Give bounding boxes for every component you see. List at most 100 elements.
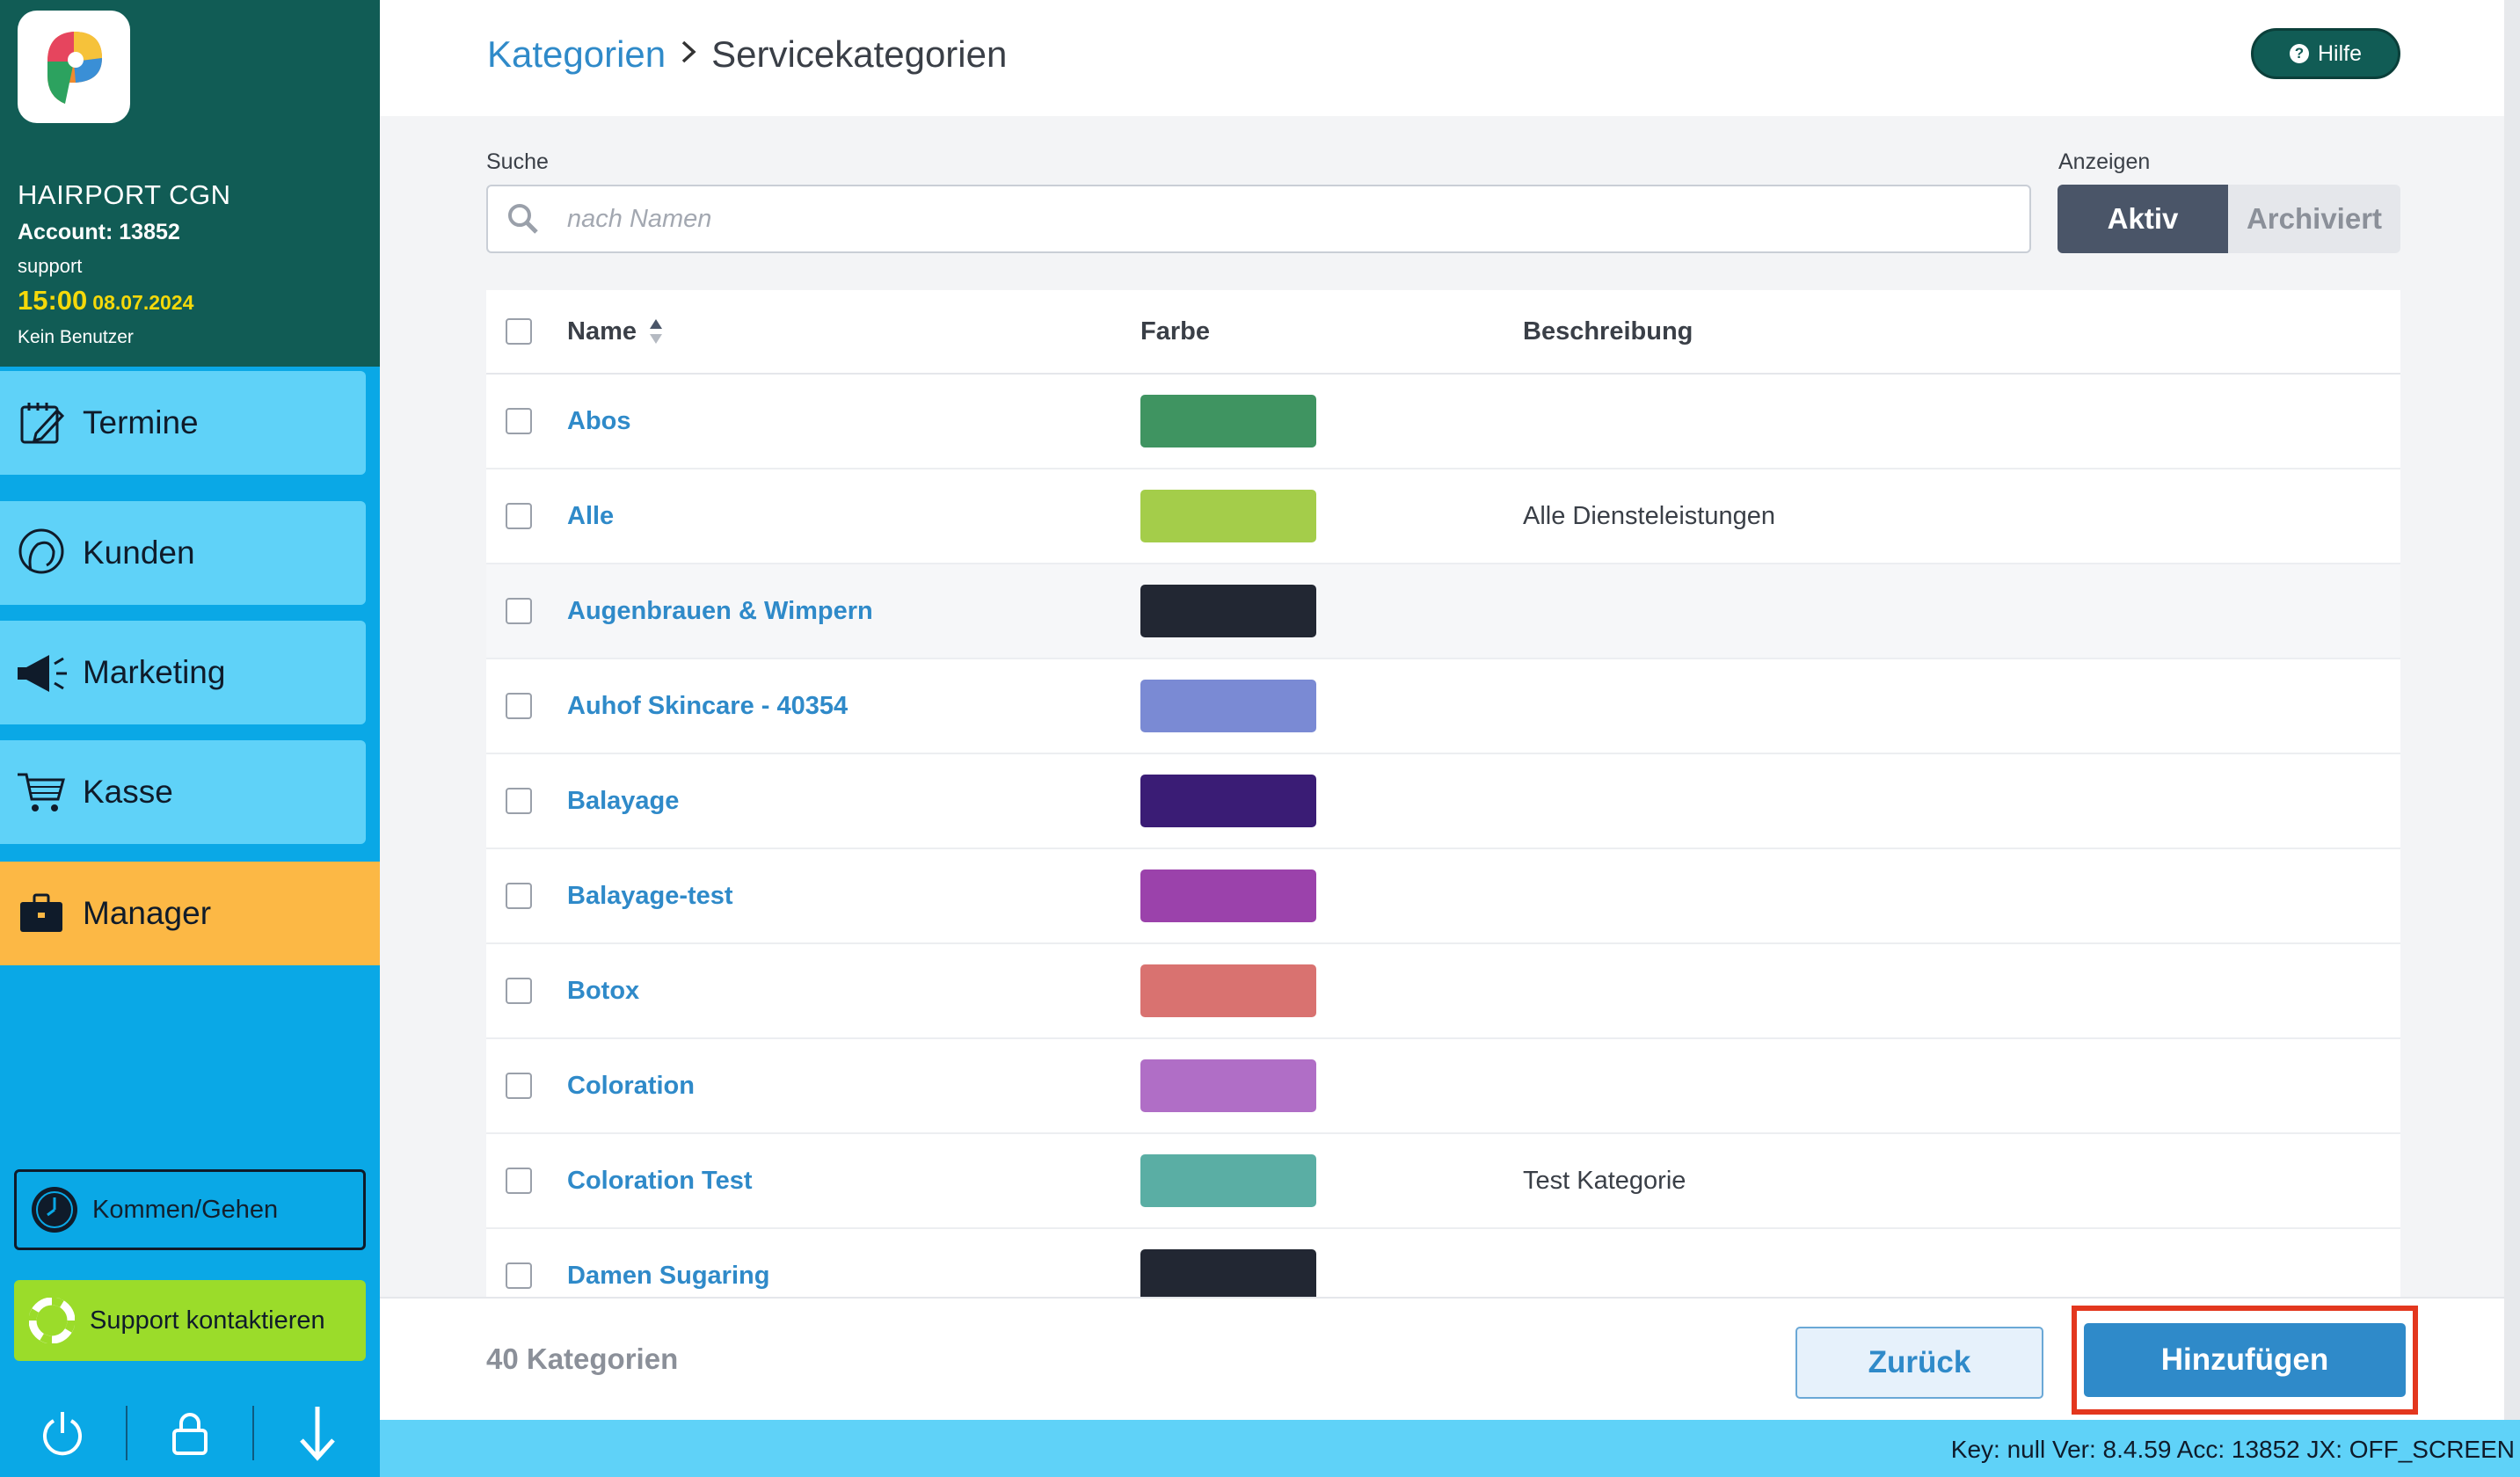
table-row[interactable]: Coloration Test Test Kategorie bbox=[486, 1134, 2400, 1229]
add-button[interactable]: Hinzufügen bbox=[2084, 1323, 2406, 1397]
scrollbar-track[interactable] bbox=[2504, 0, 2520, 1420]
back-button[interactable]: Zurück bbox=[1795, 1327, 2043, 1399]
divider bbox=[125, 1406, 127, 1460]
sidebar-item-kasse[interactable]: Kasse bbox=[0, 740, 366, 844]
clock-date: 08.07.2024 bbox=[92, 291, 194, 314]
lock-button[interactable] bbox=[127, 1389, 253, 1477]
filter-label: Anzeigen bbox=[2058, 149, 2151, 174]
divider bbox=[252, 1406, 255, 1460]
category-name-link[interactable]: Abos bbox=[567, 406, 631, 435]
category-description: Test Kategorie bbox=[1523, 1166, 1686, 1195]
row-checkbox[interactable] bbox=[506, 693, 532, 719]
toggle-archiviert[interactable]: Archiviert bbox=[2228, 185, 2400, 253]
customer-head-icon bbox=[0, 527, 83, 579]
category-name-link[interactable]: Augenbrauen & Wimpern bbox=[567, 596, 873, 625]
color-swatch bbox=[1140, 869, 1316, 922]
lifebuoy-icon bbox=[14, 1298, 90, 1343]
footer: 40 Kategorien Zurück Hinzufügen bbox=[380, 1297, 2504, 1420]
clock-icon bbox=[17, 1185, 92, 1234]
color-swatch bbox=[1140, 1154, 1316, 1207]
row-checkbox[interactable] bbox=[506, 1168, 532, 1194]
help-button[interactable]: ? Hilfe bbox=[2251, 28, 2400, 79]
account-number: Account: 13852 bbox=[18, 220, 180, 244]
row-checkbox[interactable] bbox=[506, 883, 532, 909]
table-header: Name Farbe Beschreibung bbox=[486, 290, 2400, 375]
sidebar-item-manager[interactable]: Manager bbox=[0, 862, 380, 965]
color-swatch bbox=[1140, 1249, 1316, 1297]
table-row[interactable]: Alle Alle Diensteleistungen bbox=[486, 469, 2400, 564]
clock-time: 15:00 bbox=[18, 285, 88, 316]
arrow-down-icon bbox=[299, 1407, 335, 1461]
category-name-link[interactable]: Coloration bbox=[567, 1071, 695, 1100]
category-name-link[interactable]: Auhof Skincare - 40354 bbox=[567, 691, 848, 720]
color-swatch bbox=[1140, 680, 1316, 732]
search-label: Suche bbox=[486, 149, 549, 174]
row-checkbox[interactable] bbox=[506, 788, 532, 814]
support-label: Support kontaktieren bbox=[90, 1306, 325, 1335]
color-swatch bbox=[1140, 964, 1316, 1017]
color-swatch bbox=[1140, 585, 1316, 637]
color-swatch bbox=[1140, 1059, 1316, 1112]
search-field[interactable] bbox=[486, 185, 2031, 253]
category-name-link[interactable]: Balayage bbox=[567, 786, 680, 815]
help-label: Hilfe bbox=[2317, 40, 2362, 66]
sidebar-item-marketing[interactable]: Marketing bbox=[0, 621, 366, 724]
table-row[interactable]: Coloration bbox=[486, 1039, 2400, 1134]
search-input[interactable] bbox=[558, 204, 1965, 234]
status-text: Key: null Ver: 8.4.59 Acc: 13852 JX: OFF… bbox=[1950, 1436, 2515, 1463]
kommen-gehen-button[interactable]: Kommen/Gehen bbox=[14, 1169, 366, 1250]
question-icon: ? bbox=[2289, 44, 2309, 63]
chevron-right-icon bbox=[680, 36, 697, 74]
column-color-header: Farbe bbox=[1140, 316, 1210, 346]
app-logo bbox=[18, 11, 130, 123]
color-swatch bbox=[1140, 490, 1316, 542]
sort-icon bbox=[650, 319, 662, 344]
sidebar-bottom-bar bbox=[0, 1389, 380, 1477]
row-checkbox[interactable] bbox=[506, 1262, 532, 1289]
category-name-link[interactable]: Damen Sugaring bbox=[567, 1261, 770, 1290]
select-all-checkbox[interactable] bbox=[506, 318, 532, 345]
category-count: 40 Kategorien bbox=[486, 1342, 679, 1375]
header: Kategorien Servicekategorien ? Hilfe bbox=[380, 0, 2504, 116]
row-checkbox[interactable] bbox=[506, 408, 532, 434]
account-panel: HAIRPORT CGN Account: 13852 support 15:0… bbox=[0, 0, 380, 367]
table-row[interactable]: Damen Sugaring bbox=[486, 1229, 2400, 1297]
current-user-status: Kein Benutzer bbox=[18, 327, 134, 347]
table-row[interactable]: Balayage-test bbox=[486, 849, 2400, 944]
clock: 15:00 08.07.2024 bbox=[18, 285, 193, 316]
table-body: Abos Alle Alle Diensteleistungen Augenbraue… bbox=[486, 375, 2400, 1297]
toggle-aktiv[interactable]: Aktiv bbox=[2058, 185, 2228, 253]
page-title: Servicekategorien bbox=[711, 33, 1008, 75]
sidebar-item-kunden[interactable]: Kunden bbox=[0, 501, 366, 605]
breadcrumb: Kategorien Servicekategorien bbox=[487, 33, 1007, 76]
table-row[interactable]: Auhof Skincare - 40354 bbox=[486, 659, 2400, 754]
kommen-gehen-label: Kommen/Gehen bbox=[92, 1195, 279, 1224]
status-bar: Key: null Ver: 8.4.59 Acc: 13852 JX: OFF… bbox=[380, 1420, 2520, 1477]
highlight-frame bbox=[2072, 1306, 2418, 1415]
support-button[interactable]: Support kontaktieren bbox=[14, 1280, 366, 1361]
category-name-link[interactable]: Coloration Test bbox=[567, 1166, 753, 1195]
color-swatch bbox=[1140, 395, 1316, 447]
breadcrumb-kategorien-link[interactable]: Kategorien bbox=[487, 33, 666, 75]
download-button[interactable] bbox=[254, 1389, 380, 1477]
row-checkbox[interactable] bbox=[506, 598, 532, 624]
lock-icon bbox=[171, 1413, 208, 1455]
column-name-header[interactable]: Name bbox=[567, 317, 1140, 346]
account-user: support bbox=[18, 255, 83, 277]
table-row[interactable]: Abos bbox=[486, 375, 2400, 469]
table-row[interactable]: Balayage bbox=[486, 754, 2400, 849]
status-toggle: Aktiv Archiviert bbox=[2058, 185, 2400, 253]
category-name-link[interactable]: Balayage-test bbox=[567, 881, 733, 910]
megaphone-icon bbox=[0, 646, 83, 699]
category-name-link[interactable]: Alle bbox=[567, 501, 615, 530]
row-checkbox[interactable] bbox=[506, 503, 532, 529]
sidebar-item-label: Manager bbox=[83, 895, 212, 931]
row-checkbox[interactable] bbox=[506, 1073, 532, 1099]
table-row[interactable]: Augenbrauen & Wimpern bbox=[486, 564, 2400, 659]
row-checkbox[interactable] bbox=[506, 978, 532, 1004]
category-name-link[interactable]: Botox bbox=[567, 976, 640, 1005]
categories-table: Name Farbe Beschreibung Abos Alle Alle Die… bbox=[486, 290, 2400, 1297]
table-row[interactable]: Botox bbox=[486, 944, 2400, 1039]
power-button[interactable] bbox=[0, 1389, 126, 1477]
sidebar-item-termine[interactable]: Termine bbox=[0, 371, 366, 475]
